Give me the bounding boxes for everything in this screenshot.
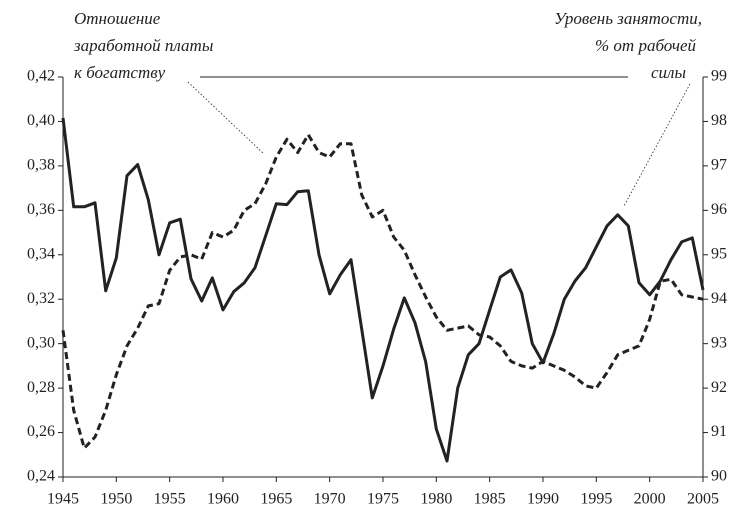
x-tick-label: 1950 [100, 491, 132, 508]
x-tick-label: 1965 [260, 491, 292, 508]
y-tick-label: 0,28 [27, 379, 55, 396]
x-tick-label: 1970 [314, 491, 346, 508]
y-tick-label: 0,26 [27, 423, 55, 440]
x-tick-label: 1975 [367, 491, 399, 508]
x-tick-label: 1990 [527, 491, 559, 508]
y2-tick-label: 95 [711, 245, 727, 262]
y2-tick-label: 96 [711, 201, 727, 218]
x-tick-label: 1945 [47, 491, 79, 508]
y2-tick-label: 94 [711, 290, 727, 307]
series-line [61, 117, 705, 463]
y2-tick-label: 91 [711, 423, 727, 440]
x-tick-label: 2005 [687, 491, 719, 508]
y-tick-label: 0,36 [27, 201, 55, 218]
annotation-line: % от рабочей [595, 36, 696, 55]
x-tick-label: 1985 [474, 491, 506, 508]
y2-tick-label: 97 [711, 157, 727, 174]
y2-tick-label: 90 [711, 468, 727, 485]
x-tick-label: 1980 [420, 491, 452, 508]
y-tick-label: 0,34 [27, 245, 55, 262]
y-tick-label: 0,42 [27, 68, 55, 85]
x-tick-label: 1955 [154, 491, 186, 508]
y-tick-label: 0,30 [27, 334, 55, 351]
y-tick-label: 0,24 [27, 468, 55, 485]
annotation-line: Уровень занятости, [554, 9, 702, 28]
y2-tick-label: 98 [711, 112, 727, 129]
y-tick-label: 0,38 [27, 157, 55, 174]
annotation-leader [187, 81, 265, 155]
annotation-line: к богатству [74, 63, 166, 82]
annotation-line: заработной платы [73, 36, 213, 55]
y-tick-label: 0,32 [27, 290, 55, 307]
y2-tick-label: 92 [711, 379, 727, 396]
y2-tick-label: 99 [711, 68, 727, 85]
y2-tick-label: 93 [711, 334, 727, 351]
annotation-line: силы [651, 63, 686, 82]
series-line [61, 133, 704, 450]
x-tick-label: 1960 [207, 491, 239, 508]
annotation-leader [623, 83, 691, 207]
x-tick-label: 1995 [580, 491, 612, 508]
y-tick-label: 0,40 [27, 112, 55, 129]
annotation-line: Отношение [74, 9, 161, 28]
x-tick-label: 2000 [634, 491, 666, 508]
